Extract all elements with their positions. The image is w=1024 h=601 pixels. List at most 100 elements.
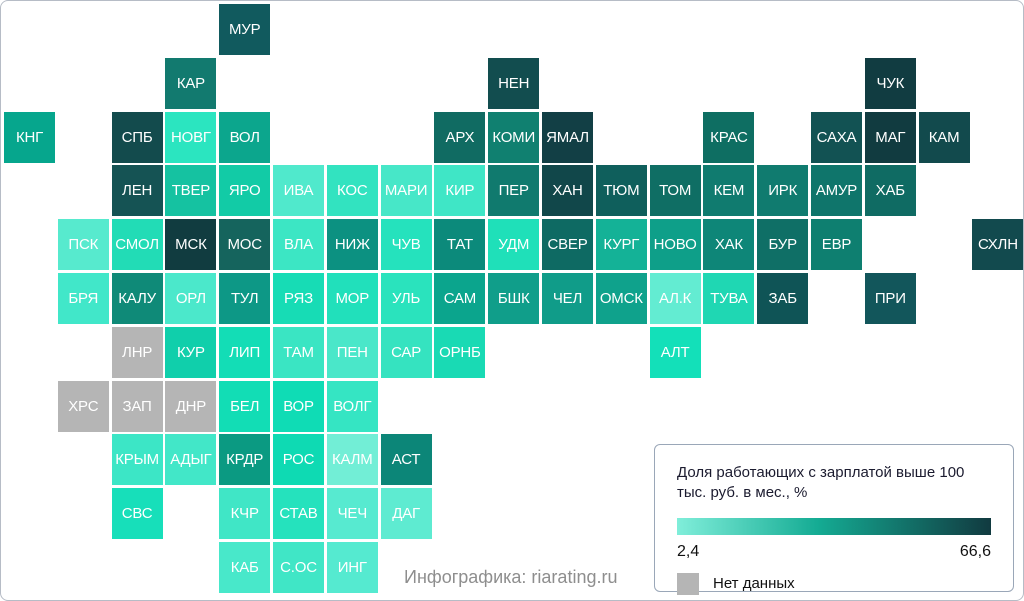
region-tile[interactable]: СХЛН — [972, 219, 1023, 271]
region-tile[interactable]: КАБ — [219, 542, 271, 593]
region-tile[interactable]: ХАН — [542, 165, 593, 217]
region-tile[interactable]: ПЕР — [488, 165, 540, 217]
region-tile[interactable]: ЕВР — [811, 219, 862, 271]
legend-min-value: 2,4 — [677, 542, 700, 560]
region-tile[interactable]: ТАМ — [273, 326, 324, 378]
region-tile[interactable]: ТВЕР — [165, 165, 217, 217]
region-tile[interactable]: УДМ — [488, 219, 540, 271]
region-tile[interactable]: КЕМ — [703, 165, 755, 217]
legend-title: Доля работающих с зарплатой выше 100 тыс… — [677, 464, 965, 502]
region-tile[interactable]: КАЛМ — [326, 434, 378, 486]
region-tile[interactable]: МАГ — [864, 111, 916, 163]
region-tile[interactable]: ПРИ — [864, 273, 916, 324]
region-tile[interactable]: ТЮМ — [595, 165, 647, 217]
region-tile[interactable]: ТУВА — [703, 273, 755, 324]
region-tile[interactable]: КИР — [434, 165, 486, 217]
region-tile[interactable]: МАРИ — [380, 165, 432, 217]
region-tile[interactable]: ВОЛГ — [326, 380, 378, 432]
region-tile[interactable]: СПБ — [111, 111, 163, 163]
region-tile[interactable]: МОС — [219, 219, 271, 271]
region-tile[interactable]: ВЛА — [273, 219, 324, 271]
region-tile[interactable]: КНГ — [4, 111, 55, 163]
region-tile[interactable]: АСТ — [380, 434, 432, 486]
region-tile[interactable]: ПСК — [57, 219, 109, 271]
region-tile[interactable]: АЛ.К — [649, 273, 701, 324]
region-tile[interactable]: ТАТ — [434, 219, 486, 271]
region-tile[interactable]: САХА — [811, 111, 862, 163]
legend: Доля работающих с зарплатой выше 100 тыс… — [654, 444, 1014, 595]
region-tile[interactable]: ОРНБ — [434, 326, 486, 378]
no-data-label: Нет данных — [713, 575, 795, 592]
region-tile[interactable]: РОС — [273, 434, 324, 486]
watermark-credit: Инфографика: riarating.ru — [404, 567, 618, 587]
region-tile[interactable]: АРХ — [434, 111, 486, 163]
region-tile[interactable]: БРЯ — [57, 273, 109, 324]
region-tile[interactable]: МУР — [219, 4, 271, 55]
region-tile[interactable]: ЧУВ — [380, 219, 432, 271]
region-tile[interactable]: ЯМАЛ — [542, 111, 593, 163]
region-tile[interactable]: НЕН — [488, 57, 540, 109]
region-tile[interactable]: ЛЕН — [111, 165, 163, 217]
region-tile[interactable]: КЧР — [219, 488, 271, 540]
region-tile[interactable]: АЛТ — [649, 326, 701, 378]
region-tile[interactable]: ХРС — [57, 380, 109, 432]
region-tile[interactable]: ТОМ — [649, 165, 701, 217]
region-tile[interactable]: С.ОС — [273, 542, 324, 593]
region-tile[interactable]: ТУЛ — [219, 273, 271, 324]
region-tile[interactable]: РЯЗ — [273, 273, 324, 324]
region-tile[interactable]: ЗАБ — [757, 273, 809, 324]
region-tile[interactable]: КОМИ — [488, 111, 540, 163]
region-tile[interactable]: ЛНР — [111, 326, 163, 378]
region-tile[interactable]: МОР — [326, 273, 378, 324]
region-tile[interactable]: ЗАП — [111, 380, 163, 432]
region-tile[interactable]: ОРЛ — [165, 273, 217, 324]
region-tile[interactable]: ЛИП — [219, 326, 271, 378]
region-tile[interactable]: КАР — [165, 57, 217, 109]
legend-max-value: 66,6 — [959, 542, 991, 560]
region-tile[interactable]: ДАГ — [380, 488, 432, 540]
region-tile[interactable]: СВЕР — [542, 219, 593, 271]
region-tile[interactable]: НОВГ — [165, 111, 217, 163]
region-tile[interactable]: УЛЬ — [380, 273, 432, 324]
legend-no-data-row: Нет данных — [677, 572, 991, 595]
region-tile[interactable]: КАЛУ — [111, 273, 163, 324]
legend-gradient-bar — [677, 517, 991, 535]
region-tile[interactable]: БЕЛ — [219, 380, 271, 432]
region-tile[interactable]: КРДР — [219, 434, 271, 486]
region-tile[interactable]: ЧУК — [864, 57, 916, 109]
region-tile[interactable]: СВС — [111, 488, 163, 540]
region-tile[interactable]: ИНГ — [326, 542, 378, 593]
region-tile[interactable]: САМ — [434, 273, 486, 324]
region-tile[interactable]: ХАБ — [864, 165, 916, 217]
region-tile[interactable]: ЯРО — [219, 165, 271, 217]
region-tile[interactable]: КУРГ — [595, 219, 647, 271]
region-tile[interactable]: КОС — [326, 165, 378, 217]
region-tile[interactable]: ВОЛ — [219, 111, 271, 163]
region-tile[interactable]: СТАВ — [273, 488, 324, 540]
region-tile[interactable]: ЧЕЧ — [326, 488, 378, 540]
region-tile[interactable]: ЧЕЛ — [542, 273, 593, 324]
no-data-swatch — [677, 572, 699, 595]
region-tile[interactable]: ИРК — [757, 165, 809, 217]
region-tile[interactable]: АДЫГ — [165, 434, 217, 486]
region-tile[interactable]: МСК — [165, 219, 217, 271]
region-tile[interactable]: НОВО — [649, 219, 701, 271]
region-tile[interactable]: САР — [380, 326, 432, 378]
region-tile[interactable]: КАМ — [918, 111, 970, 163]
region-tile[interactable]: КУР — [165, 326, 217, 378]
region-tile[interactable]: КРАС — [703, 111, 755, 163]
region-tile[interactable]: БУР — [757, 219, 809, 271]
region-tile[interactable]: СМОЛ — [111, 219, 163, 271]
region-tile[interactable]: БШК — [488, 273, 540, 324]
region-tile[interactable]: ХАК — [703, 219, 755, 271]
region-tile[interactable]: ДНР — [165, 380, 217, 432]
legend-scale-labels: 2,4 66,6 — [677, 543, 991, 561]
region-tile[interactable]: АМУР — [811, 165, 862, 217]
region-tile[interactable]: ПЕН — [326, 326, 378, 378]
region-tile[interactable]: ИВА — [273, 165, 324, 217]
region-tile[interactable]: ОМСК — [595, 273, 647, 324]
region-tile[interactable]: ВОР — [273, 380, 324, 432]
region-tile[interactable]: НИЖ — [326, 219, 378, 271]
region-tile[interactable]: КРЫМ — [111, 434, 163, 486]
